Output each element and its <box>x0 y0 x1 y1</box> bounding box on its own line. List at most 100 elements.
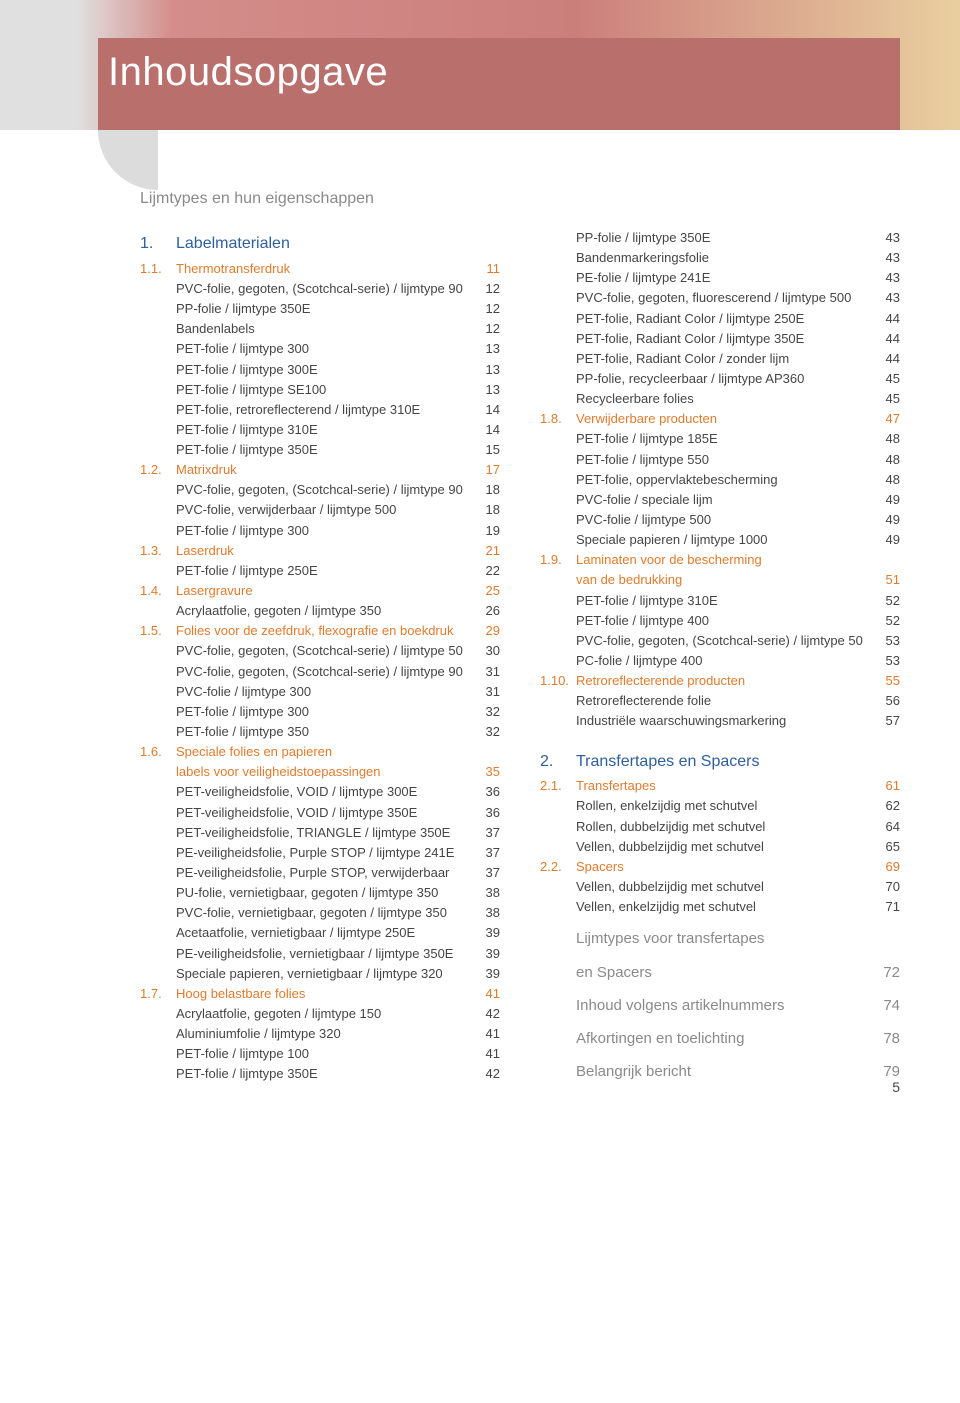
toc-row: 1.3.Laserdruk21 <box>140 541 500 561</box>
toc-row: PET-folie / lijmtype 310E14 <box>140 420 500 440</box>
toc-row: Speciale papieren / lijmtype 100049 <box>540 530 900 550</box>
toc-label: PVC-folie, gegoten, (Scotchcal-serie) / … <box>176 662 472 682</box>
toc-row: PET-folie / lijmtype 30032 <box>140 702 500 722</box>
toc-label: Rollen, enkelzijdig met schutvel <box>576 796 872 816</box>
toc-number: 1.8. <box>540 409 576 429</box>
toc-label: PET-folie, Radiant Color / lijmtype 350E <box>576 329 872 349</box>
toc-label: PE-veiligheidsfolie, Purple STOP, verwij… <box>176 863 472 883</box>
toc-page: 32 <box>472 702 500 722</box>
toc-page: 44 <box>872 349 900 369</box>
toc-row: PET-folie / lijmtype 35032 <box>140 722 500 742</box>
toc-label: PE-veiligheidsfolie, vernietigbaar / lij… <box>176 944 472 964</box>
toc-label: PET-veiligheidsfolie, VOID / lijmtype 35… <box>176 803 472 823</box>
toc-page: 43 <box>872 248 900 268</box>
toc-label: Vellen, dubbelzijdig met schutvel <box>576 837 872 857</box>
toc-page: 21 <box>472 541 500 561</box>
toc-label: Labelmaterialen <box>176 232 472 257</box>
toc-page: 36 <box>472 782 500 802</box>
toc-label: PET-folie / lijmtype 300 <box>176 521 472 541</box>
toc-label: Verwijderbare producten <box>576 409 872 429</box>
toc-row: Inhoud volgens artikelnummers74 <box>540 994 900 1017</box>
toc-row: Speciale papieren, vernietigbaar / lijmt… <box>140 964 500 984</box>
toc-page: 52 <box>872 591 900 611</box>
toc-page: 57 <box>872 711 900 731</box>
toc-left-column: 1.Labelmaterialen1.1.Thermotransferdruk1… <box>140 228 500 1085</box>
toc-label: PET-folie / lijmtype 310E <box>176 420 472 440</box>
toc-number: 1.1. <box>140 259 176 279</box>
toc-row: PVC-folie, gegoten, (Scotchcal-serie) / … <box>140 662 500 682</box>
toc-row: PET-folie, oppervlaktebescherming48 <box>540 470 900 490</box>
toc-label: PET-folie / lijmtype 350 <box>176 722 472 742</box>
toc-row: 2.1.Transfertapes61 <box>540 776 900 796</box>
toc-page: 17 <box>472 460 500 480</box>
toc-page: 53 <box>872 651 900 671</box>
toc-row: Lijmtypes voor transfertapes <box>540 927 900 950</box>
toc-page: 49 <box>872 530 900 550</box>
toc-number: 1.10. <box>540 671 576 691</box>
toc-row: PE-veiligheidsfolie, vernietigbaar / lij… <box>140 944 500 964</box>
toc-page: 37 <box>472 843 500 863</box>
toc-label: labels voor veiligheidstoepassingen <box>176 762 472 782</box>
toc-row: 1.1.Thermotransferdruk11 <box>140 259 500 279</box>
toc-page: 44 <box>872 309 900 329</box>
toc-label: Matrixdruk <box>176 460 472 480</box>
toc-label: Afkortingen en toelichting <box>576 1027 872 1050</box>
toc-page: 12 <box>472 319 500 339</box>
toc-label: PET-folie / lijmtype 185E <box>576 429 872 449</box>
toc-label: PVC-folie, verwijderbaar / lijmtype 500 <box>176 500 472 520</box>
toc-page: 61 <box>872 776 900 796</box>
toc-page: 12 <box>472 299 500 319</box>
toc-label: Speciale papieren / lijmtype 1000 <box>576 530 872 550</box>
toc-row: PVC-folie / speciale lijm49 <box>540 490 900 510</box>
toc-label: Acrylaatfolie, gegoten / lijmtype 150 <box>176 1004 472 1024</box>
toc-page: 38 <box>472 903 500 923</box>
toc-page: 48 <box>872 470 900 490</box>
toc-page: 53 <box>872 631 900 651</box>
toc-right-column: PP-folie / lijmtype 350E43Bandenmarkerin… <box>540 228 900 1085</box>
toc-number: 2. <box>540 750 576 775</box>
toc-label: PET-folie / lijmtype 300 <box>176 702 472 722</box>
toc-page: 62 <box>872 796 900 816</box>
toc-page: 19 <box>472 521 500 541</box>
toc-row: PET-folie / lijmtype 350E42 <box>140 1064 500 1084</box>
toc-row: 2.2.Spacers69 <box>540 857 900 877</box>
toc-label: PP-folie / lijmtype 350E <box>176 299 472 319</box>
toc-page: 55 <box>872 671 900 691</box>
toc-page: 37 <box>472 863 500 883</box>
toc-label: Thermotransferdruk <box>176 259 472 279</box>
toc-row: Retroreflecterende folie56 <box>540 691 900 711</box>
toc-row: PE-veiligheidsfolie, Purple STOP / lijmt… <box>140 843 500 863</box>
toc-page: 32 <box>472 722 500 742</box>
toc-page: 13 <box>472 339 500 359</box>
toc-label: Vellen, dubbelzijdig met schutvel <box>576 877 872 897</box>
toc-label: PET-folie / lijmtype 400 <box>576 611 872 631</box>
toc-row: PE-veiligheidsfolie, Purple STOP, verwij… <box>140 863 500 883</box>
toc-row: Industriële waarschuwingsmarkering57 <box>540 711 900 731</box>
toc-number: 1.5. <box>140 621 176 641</box>
toc-row: PE-folie / lijmtype 241E43 <box>540 268 900 288</box>
page-title: Inhoudsopgave <box>98 38 900 95</box>
toc-page: 43 <box>872 288 900 308</box>
toc-row: PET-folie, Radiant Color / lijmtype 250E… <box>540 309 900 329</box>
toc-label: Vellen, enkelzijdig met schutvel <box>576 897 872 917</box>
toc-page: 49 <box>872 490 900 510</box>
toc-page: 49 <box>872 510 900 530</box>
toc-page: 48 <box>872 429 900 449</box>
toc-page: 14 <box>472 400 500 420</box>
toc-row: PET-folie / lijmtype 185E48 <box>540 429 900 449</box>
toc-label: PET-folie, retroreflecterend / lijmtype … <box>176 400 472 420</box>
toc-page: 51 <box>872 570 900 590</box>
toc-row: PC-folie / lijmtype 40053 <box>540 651 900 671</box>
toc-page: 45 <box>872 369 900 389</box>
toc-row: Aluminiumfolie / lijmtype 32041 <box>140 1024 500 1044</box>
toc-label: PET-folie, Radiant Color / lijmtype 250E <box>576 309 872 329</box>
banner: Inhoudsopgave <box>0 0 960 130</box>
toc-label: Aluminiumfolie / lijmtype 320 <box>176 1024 472 1044</box>
toc-row: PP-folie, recycleerbaar / lijmtype AP360… <box>540 369 900 389</box>
toc-page: 29 <box>472 621 500 641</box>
toc-page: 41 <box>472 984 500 1004</box>
toc-label: Bandenlabels <box>176 319 472 339</box>
toc-page: 36 <box>472 803 500 823</box>
toc-label: Acrylaatfolie, gegoten / lijmtype 350 <box>176 601 472 621</box>
toc-row: Afkortingen en toelichting78 <box>540 1027 900 1050</box>
